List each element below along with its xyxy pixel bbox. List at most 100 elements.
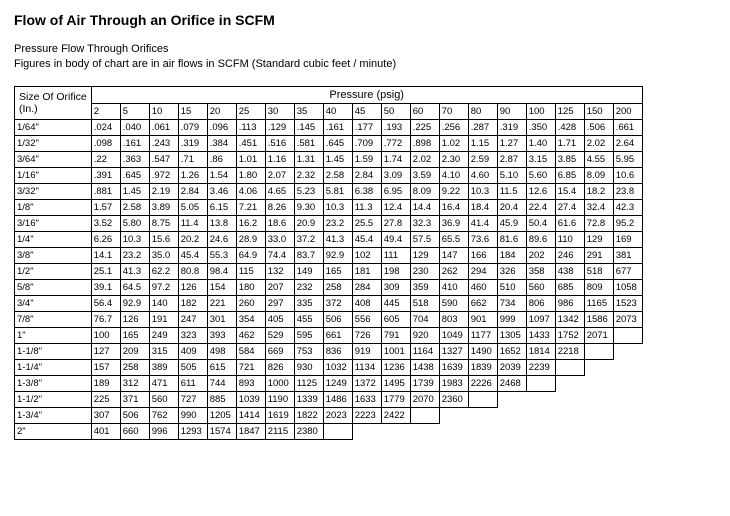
value-cell: .581 [294, 135, 323, 151]
value-cell: 2.07 [265, 167, 294, 183]
value-cell: 1490 [468, 343, 497, 359]
value-cell: 371 [120, 391, 149, 407]
blank-cell [555, 391, 584, 407]
blank-cell [613, 359, 642, 375]
value-cell: 315 [149, 343, 178, 359]
value-cell: 1633 [352, 391, 381, 407]
blank-cell [497, 423, 526, 439]
value-cell: 25.5 [352, 215, 381, 231]
value-cell: 55.3 [207, 247, 236, 263]
value-cell: 438 [555, 263, 584, 279]
size-cell: 3/4" [15, 295, 92, 311]
value-cell: .451 [236, 135, 265, 151]
value-cell: 294 [468, 263, 497, 279]
value-cell: .225 [410, 119, 439, 135]
value-cell: 455 [294, 311, 323, 327]
value-cell: 893 [236, 375, 265, 391]
value-cell: 8.26 [265, 199, 294, 215]
value-cell: 660 [120, 423, 149, 439]
value-cell: 1001 [381, 343, 410, 359]
page-title: Flow of Air Through an Orifice in SCFM [14, 12, 716, 28]
value-cell: 45.4 [178, 247, 207, 263]
pressure-col-header: 125 [555, 103, 584, 119]
value-cell: 45.9 [497, 215, 526, 231]
value-cell: .86 [207, 151, 236, 167]
size-cell: 3/64" [15, 151, 92, 167]
value-cell: .113 [236, 119, 265, 135]
value-cell: 65.5 [439, 231, 468, 247]
value-cell: 2226 [468, 375, 497, 391]
value-cell: 11.4 [178, 215, 207, 231]
blank-cell [468, 407, 497, 423]
table-row: 1"10016524932339346252959566172679192010… [15, 327, 643, 343]
value-cell: 72.8 [584, 215, 613, 231]
value-cell: 92.9 [323, 247, 352, 263]
value-cell: 393 [207, 327, 236, 343]
table-row: 3/64".22.363.547.71.861.011.161.311.451.… [15, 151, 643, 167]
value-cell: 721 [236, 359, 265, 375]
value-cell: .391 [91, 167, 120, 183]
size-cell: 3/32" [15, 183, 92, 199]
blank-cell [526, 407, 555, 423]
value-cell: 181 [352, 263, 381, 279]
value-cell: 595 [294, 327, 323, 343]
empty-cell [526, 375, 555, 391]
value-cell: 518 [584, 263, 613, 279]
value-cell: 140 [149, 295, 178, 311]
table-row: 1/64".024.040.061.079.096.113.129.145.16… [15, 119, 643, 135]
value-cell: 16.2 [236, 215, 265, 231]
value-cell: 24.6 [207, 231, 236, 247]
value-cell: 1619 [265, 407, 294, 423]
value-cell: 1293 [178, 423, 207, 439]
value-cell: .772 [381, 135, 410, 151]
value-cell: 1.01 [236, 151, 265, 167]
value-cell: 1.16 [265, 151, 294, 167]
value-cell: 1032 [323, 359, 352, 375]
value-cell: 95.2 [613, 215, 642, 231]
value-cell: 42.3 [613, 199, 642, 215]
value-cell: 806 [526, 295, 555, 311]
value-cell: 669 [265, 343, 294, 359]
value-cell: 1.54 [207, 167, 236, 183]
table-row: 7/8"76.712619124730135440545550655660570… [15, 311, 643, 327]
blank-cell [613, 407, 642, 423]
value-cell: 249 [149, 327, 178, 343]
value-cell: 225 [91, 391, 120, 407]
value-cell: .098 [91, 135, 120, 151]
blank-cell [584, 407, 613, 423]
value-cell: 98.4 [207, 263, 236, 279]
table-row: 1-3/8"1893124716117448931000112512491372… [15, 375, 643, 391]
pressure-col-header: 100 [526, 103, 555, 119]
value-cell: 605 [381, 311, 410, 327]
value-cell: 826 [265, 359, 294, 375]
value-cell: 358 [526, 263, 555, 279]
value-cell: 611 [178, 375, 207, 391]
value-cell: 2239 [526, 359, 555, 375]
value-cell: 408 [352, 295, 381, 311]
size-cell: 1-3/8" [15, 375, 92, 391]
value-cell: 198 [381, 263, 410, 279]
value-cell: .193 [381, 119, 410, 135]
pressure-col-header: 40 [323, 103, 352, 119]
blank-cell [613, 375, 642, 391]
value-cell: 230 [410, 263, 439, 279]
value-cell: 1.15 [468, 135, 497, 151]
value-cell: 1.71 [555, 135, 584, 151]
size-cell: 1/64" [15, 119, 92, 135]
value-cell: 2023 [323, 407, 352, 423]
value-cell: 147 [439, 247, 468, 263]
table-row: 3/4"56.492.91401822212602973353724084455… [15, 295, 643, 311]
value-cell: 803 [439, 311, 468, 327]
value-cell: 129 [584, 231, 613, 247]
value-cell: .287 [468, 119, 497, 135]
value-cell: 6.95 [381, 183, 410, 199]
value-cell: 4.60 [468, 167, 497, 183]
value-cell: 1.02 [439, 135, 468, 151]
value-cell: 5.80 [120, 215, 149, 231]
blank-cell [584, 359, 613, 375]
pressure-col-header: 45 [352, 103, 381, 119]
value-cell: 258 [120, 359, 149, 375]
value-cell: 18.4 [468, 199, 497, 215]
size-cell: 3/16" [15, 215, 92, 231]
value-cell: 157 [91, 359, 120, 375]
